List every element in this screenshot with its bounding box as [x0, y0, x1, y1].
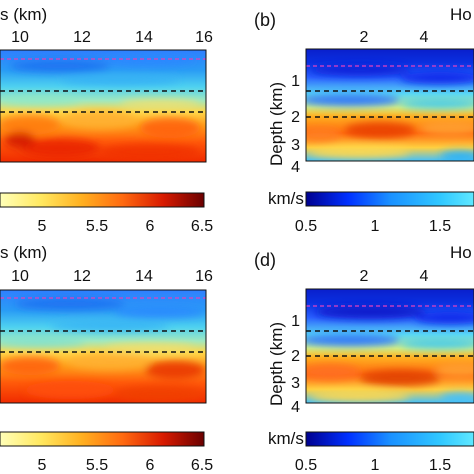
- y-tick: 1: [291, 313, 300, 330]
- top-axis-label: Ho: [450, 5, 472, 24]
- top-axis-label: s (km): [0, 5, 47, 24]
- colorbar-tick: 1.5: [429, 218, 451, 235]
- plot-frame: [0, 49, 207, 163]
- panel-top-left: s (km) 10 12 14 16: [0, 5, 213, 235]
- colorbar-tick: 6.5: [191, 218, 213, 235]
- colorbar: [0, 192, 205, 208]
- colorbar-tick: 1: [371, 457, 380, 474]
- top-axis-label: Ho: [450, 243, 472, 262]
- colorbar-tick: 5.5: [86, 218, 108, 235]
- colorbar-tick: 6: [146, 218, 155, 235]
- panel-bottom-right: (d) Ho 2 4 Depth (km) 1 2 3 4: [254, 243, 474, 474]
- velocity-image: [0, 290, 206, 403]
- top-tick: 12: [73, 29, 91, 46]
- colorbar: [0, 431, 205, 447]
- panel-letter: (b): [254, 10, 276, 30]
- colorbar: [305, 191, 474, 207]
- top-tick: 16: [195, 29, 213, 46]
- velocity-image: [306, 289, 474, 403]
- top-tick: 2: [360, 29, 369, 46]
- colorbar-tick: 1.5: [429, 457, 451, 474]
- y-axis-label: Depth (km): [267, 82, 286, 166]
- y-tick: 3: [291, 375, 300, 392]
- plot-frame: [305, 288, 474, 404]
- top-tick: 2: [360, 268, 369, 285]
- y-tick: 3: [291, 137, 300, 154]
- top-tick: 10: [11, 268, 29, 285]
- top-tick: 4: [420, 268, 429, 285]
- y-tick: 2: [291, 109, 300, 126]
- y-tick: 2: [291, 348, 300, 365]
- colorbar-label: km/s: [268, 429, 304, 448]
- panel-letter: (d): [254, 250, 276, 270]
- panel-bottom-left: s (km) 10 12 14 16 5 5: [0, 243, 213, 474]
- y-axis-label: Depth (km): [267, 322, 286, 406]
- colorbar-tick: 0.5: [295, 457, 317, 474]
- colorbar-tick: 6.5: [191, 457, 213, 474]
- plot-frame: [305, 48, 474, 162]
- top-tick: 14: [135, 29, 153, 46]
- velocity-image: [306, 49, 474, 161]
- panel-top-right: (b) Ho 2 4 Depth (km) 1 2 3 4: [254, 5, 474, 235]
- plot-frame: [0, 289, 207, 404]
- velocity-image: [0, 50, 206, 162]
- y-tick: 4: [291, 399, 300, 416]
- y-tick: 4: [291, 159, 300, 176]
- colorbar-tick: 1: [371, 218, 380, 235]
- y-tick: 1: [291, 73, 300, 90]
- top-tick: 4: [420, 29, 429, 46]
- colorbar-tick: 5: [38, 218, 47, 235]
- colorbar-tick: 5.5: [86, 457, 108, 474]
- colorbar-label: km/s: [268, 189, 304, 208]
- colorbar-tick: 0.5: [295, 218, 317, 235]
- top-tick: 10: [11, 29, 29, 46]
- colorbar-tick: 5: [38, 457, 47, 474]
- top-tick: 12: [73, 268, 91, 285]
- colorbar: [305, 431, 474, 447]
- top-axis-label: s (km): [0, 243, 47, 262]
- colorbar-tick: 6: [146, 457, 155, 474]
- top-tick: 16: [195, 268, 213, 285]
- top-tick: 14: [135, 268, 153, 285]
